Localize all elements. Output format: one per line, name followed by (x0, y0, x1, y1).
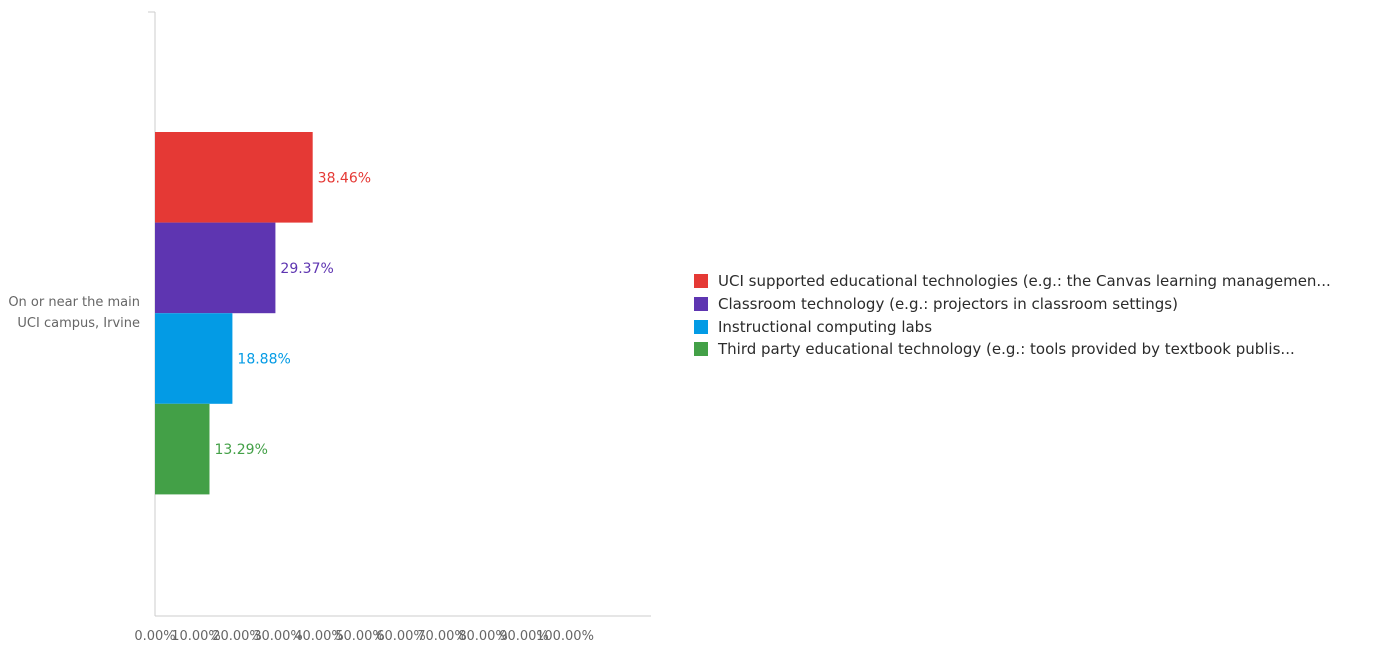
legend-item: Classroom technology (e.g.: projectors i… (694, 293, 1331, 316)
legend-item: Instructional computing labs (694, 315, 1331, 338)
category-label: UCI campus, Irvine (17, 316, 140, 331)
legend-label: Classroom technology (e.g.: projectors i… (718, 295, 1178, 314)
x-tick-label: 50.00% (335, 629, 385, 644)
legend-label: Third party educational technology (e.g.… (718, 340, 1295, 359)
bar (155, 222, 276, 314)
x-tick-label: 70.00% (417, 629, 467, 644)
bar-value-label: 38.46% (318, 170, 371, 186)
legend-swatch (694, 342, 708, 357)
legend-label: UCI supported educational technologies (… (718, 272, 1331, 291)
x-tick-label: 60.00% (376, 629, 426, 644)
category-label: On or near the main (8, 295, 140, 310)
x-tick-label: 80.00% (458, 629, 508, 644)
bar-value-label: 18.88% (237, 352, 290, 368)
x-tick-label: 40.00% (294, 629, 344, 644)
x-tick-label: 10.00% (171, 629, 221, 644)
legend-item: UCI supported educational technologies (… (694, 270, 1331, 293)
legend-swatch (694, 274, 708, 289)
x-tick-label: 30.00% (253, 629, 303, 644)
bar-value-label: 29.37% (280, 261, 333, 277)
legend-swatch (694, 319, 708, 334)
legend-item: Third party educational technology (e.g.… (694, 338, 1331, 361)
chart-legend: UCI supported educational technologies (… (694, 270, 1331, 361)
x-tick-label: 20.00% (212, 629, 262, 644)
bar (155, 132, 313, 223)
x-tick-label: 100.00% (536, 629, 594, 644)
legend-label: Instructional computing labs (718, 317, 933, 336)
legend-swatch (694, 297, 708, 312)
x-tick-label: 90.00% (499, 629, 549, 644)
bar-value-label: 13.29% (214, 442, 267, 458)
bar (155, 403, 210, 495)
x-tick-label: 0.00% (134, 629, 175, 644)
bar (155, 313, 233, 404)
